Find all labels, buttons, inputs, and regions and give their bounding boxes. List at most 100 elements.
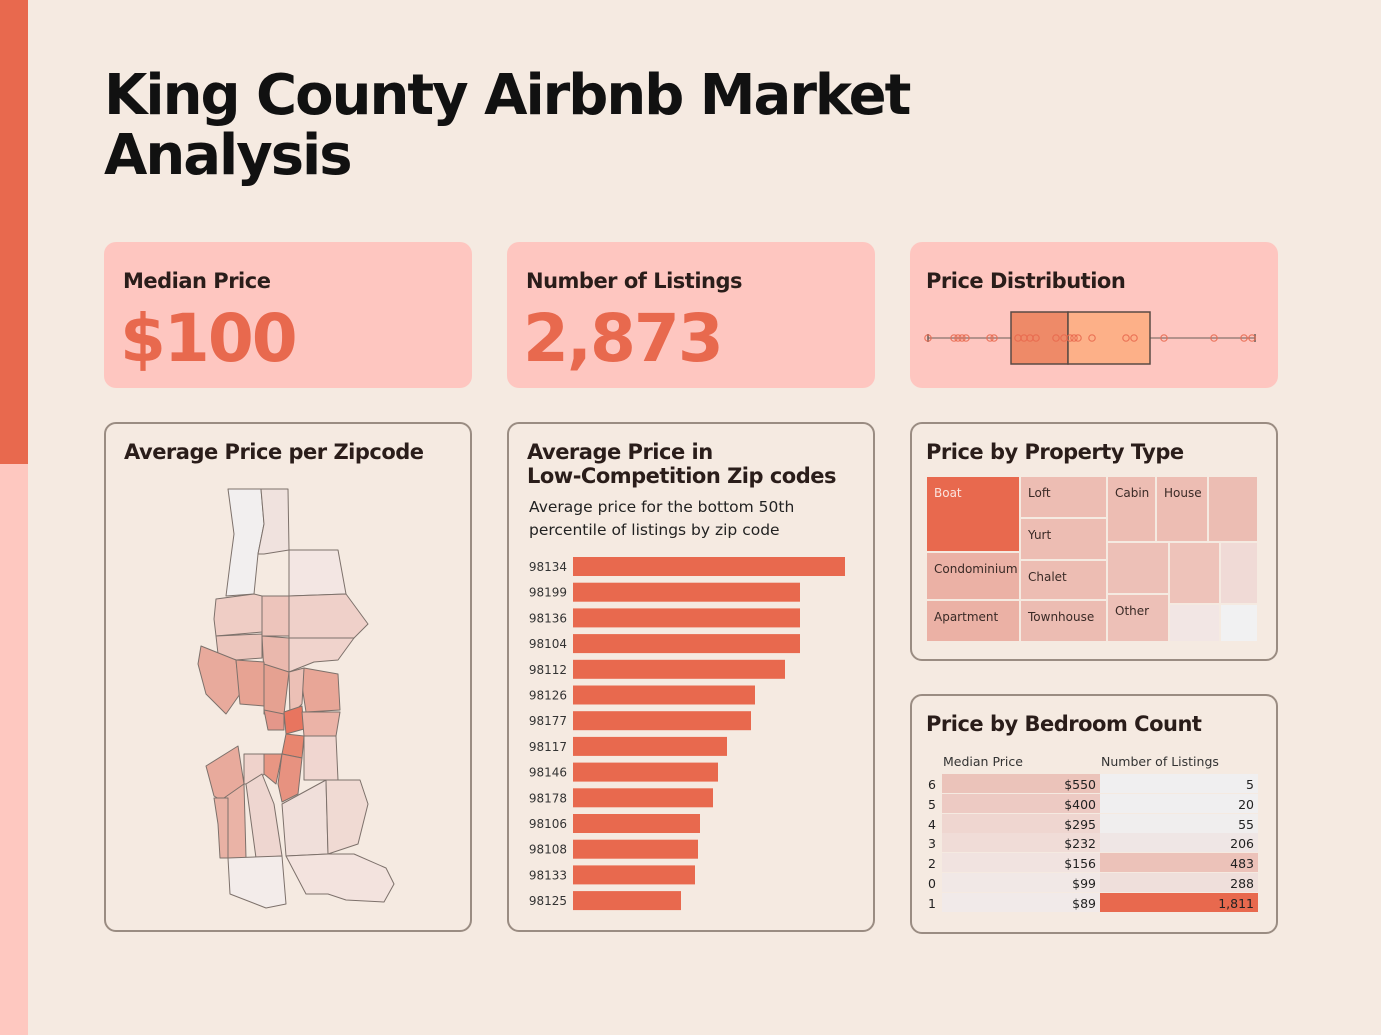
treemap-cell-loft[interactable]: Loft — [1020, 476, 1107, 518]
price-point[interactable] — [1066, 334, 1074, 342]
price-point[interactable] — [924, 334, 932, 342]
treemap-cell[interactable] — [1107, 542, 1169, 594]
bar[interactable] — [573, 839, 698, 859]
bedroom-table-row[interactable]: 3 $232 206 — [926, 833, 1266, 853]
price-point[interactable] — [962, 334, 970, 342]
median-price-cell — [942, 873, 1100, 892]
listings-value: 5 — [1246, 777, 1254, 792]
price-point[interactable] — [1130, 334, 1138, 342]
treemap-cell-apartment[interactable]: Apartment — [926, 600, 1020, 642]
treemap-cell[interactable] — [1220, 542, 1258, 604]
zip-region — [301, 711, 341, 737]
bedroom-table-row[interactable]: 5 $400 20 — [926, 793, 1266, 814]
box-upper[interactable] — [1067, 311, 1151, 365]
price-distribution-label: Price Distribution — [926, 269, 1126, 293]
median-price-value: $400 — [1064, 796, 1096, 812]
zip-region — [213, 797, 229, 859]
treemap-cell[interactable] — [1208, 476, 1258, 542]
bar[interactable] — [573, 736, 727, 756]
price-point[interactable] — [1248, 334, 1256, 342]
property-type-treemap[interactable]: Boat Condominium Apartment Loft Yurt Cha… — [926, 476, 1258, 642]
price-point[interactable] — [958, 334, 966, 342]
low-competition-bar-chart[interactable]: 98134 98199 98136 98104 98112 98126 98177 98117… — [509, 424, 873, 930]
listings-value: 2,873 — [523, 300, 724, 377]
low-competition-panel: Average Price in Low-Competition Zip cod… — [507, 422, 875, 932]
listings-cell — [1100, 853, 1258, 873]
price-point[interactable] — [1210, 334, 1218, 342]
bedroom-count: 2 — [928, 856, 936, 872]
price-point[interactable] — [1032, 334, 1040, 342]
bedroom-table-row[interactable]: 1 $89 1,811 — [926, 892, 1266, 913]
price-distribution-boxplot[interactable] — [910, 242, 1278, 388]
listings-value: 483 — [1230, 856, 1254, 872]
listings-value: 206 — [1230, 836, 1254, 852]
bar-category-label: 98199 — [529, 586, 567, 600]
bar[interactable] — [573, 582, 800, 602]
bedroom-table-row[interactable]: 6 $550 5 — [926, 774, 1266, 794]
price-point[interactable] — [986, 334, 994, 342]
median-price-value: $89 — [1072, 895, 1096, 911]
price-point[interactable] — [1122, 334, 1130, 342]
median-price-cell — [942, 813, 1100, 833]
bar-category-label: 98126 — [529, 689, 567, 703]
zipcode-choropleth-map[interactable] — [106, 424, 470, 930]
bedroom-count: 6 — [928, 777, 936, 792]
price-point[interactable] — [1070, 334, 1078, 342]
zip-region — [245, 773, 283, 859]
median-price-value: $550 — [1064, 777, 1096, 792]
bar[interactable] — [573, 711, 751, 731]
treemap-cell-boat[interactable]: Boat — [926, 476, 1020, 552]
bedroom-count: 5 — [928, 796, 936, 812]
zip-region — [277, 753, 303, 803]
treemap-cell[interactable] — [1169, 604, 1220, 642]
bar[interactable] — [573, 762, 718, 782]
zip-region — [283, 705, 305, 735]
zip-region — [301, 667, 341, 713]
bedroom-table-row[interactable]: 4 $295 55 — [926, 813, 1266, 834]
bar[interactable] — [573, 814, 700, 833]
median-price-label: Median Price — [123, 269, 271, 293]
median-price-cell — [942, 833, 1100, 853]
bar[interactable] — [573, 788, 713, 808]
price-point[interactable] — [1240, 334, 1248, 342]
bar[interactable] — [573, 634, 800, 654]
listings-label: Number of Listings — [526, 269, 743, 293]
price-point[interactable] — [1074, 334, 1082, 342]
treemap-cell-chalet[interactable]: Chalet — [1020, 560, 1107, 600]
zip-region — [288, 637, 355, 673]
bar[interactable] — [573, 865, 695, 885]
bedroom-table-row[interactable]: 2 $156 483 — [926, 853, 1266, 873]
property-type-panel: Price by Property Type Boat Condominium … — [910, 422, 1278, 661]
bedroom-count-panel: Price by Bedroom Count Median Price Numb… — [910, 694, 1278, 934]
treemap-cell-townhouse[interactable]: Townhouse — [1020, 600, 1107, 642]
listings-value: 20 — [1238, 796, 1254, 812]
bar[interactable] — [573, 557, 845, 576]
zipcode-map-panel: Average Price per Zipcode — [104, 422, 472, 932]
price-point[interactable] — [1052, 334, 1060, 342]
price-point[interactable] — [1160, 334, 1168, 342]
price-point[interactable] — [1088, 334, 1096, 342]
zip-region — [263, 709, 285, 731]
treemap-cell-condominium[interactable]: Condominium — [926, 552, 1020, 600]
treemap-cell-yurt[interactable]: Yurt — [1020, 518, 1107, 560]
bedroom-count: 3 — [928, 836, 936, 852]
price-point[interactable] — [954, 334, 962, 342]
price-point[interactable] — [950, 334, 958, 342]
zip-region — [288, 593, 369, 639]
price-point[interactable] — [990, 334, 998, 342]
median-price-cell — [942, 793, 1100, 813]
bar-category-label: 98133 — [529, 868, 567, 882]
bar-category-label: 98125 — [529, 894, 567, 908]
treemap-cell[interactable] — [1220, 604, 1258, 642]
treemap-cell-other[interactable]: Other — [1107, 594, 1169, 642]
bedroom-count: 4 — [928, 816, 936, 832]
treemap-cell-house[interactable]: House — [1156, 476, 1208, 542]
bar[interactable] — [573, 608, 800, 628]
price-distribution-card: Price Distribution — [910, 242, 1278, 388]
bar[interactable] — [573, 891, 681, 911]
bar[interactable] — [573, 659, 785, 679]
treemap-cell-cabin[interactable]: Cabin — [1107, 476, 1156, 542]
treemap-cell[interactable] — [1169, 542, 1220, 604]
bedroom-table-row[interactable]: 0 $99 288 — [926, 873, 1266, 893]
bar[interactable] — [573, 685, 755, 705]
